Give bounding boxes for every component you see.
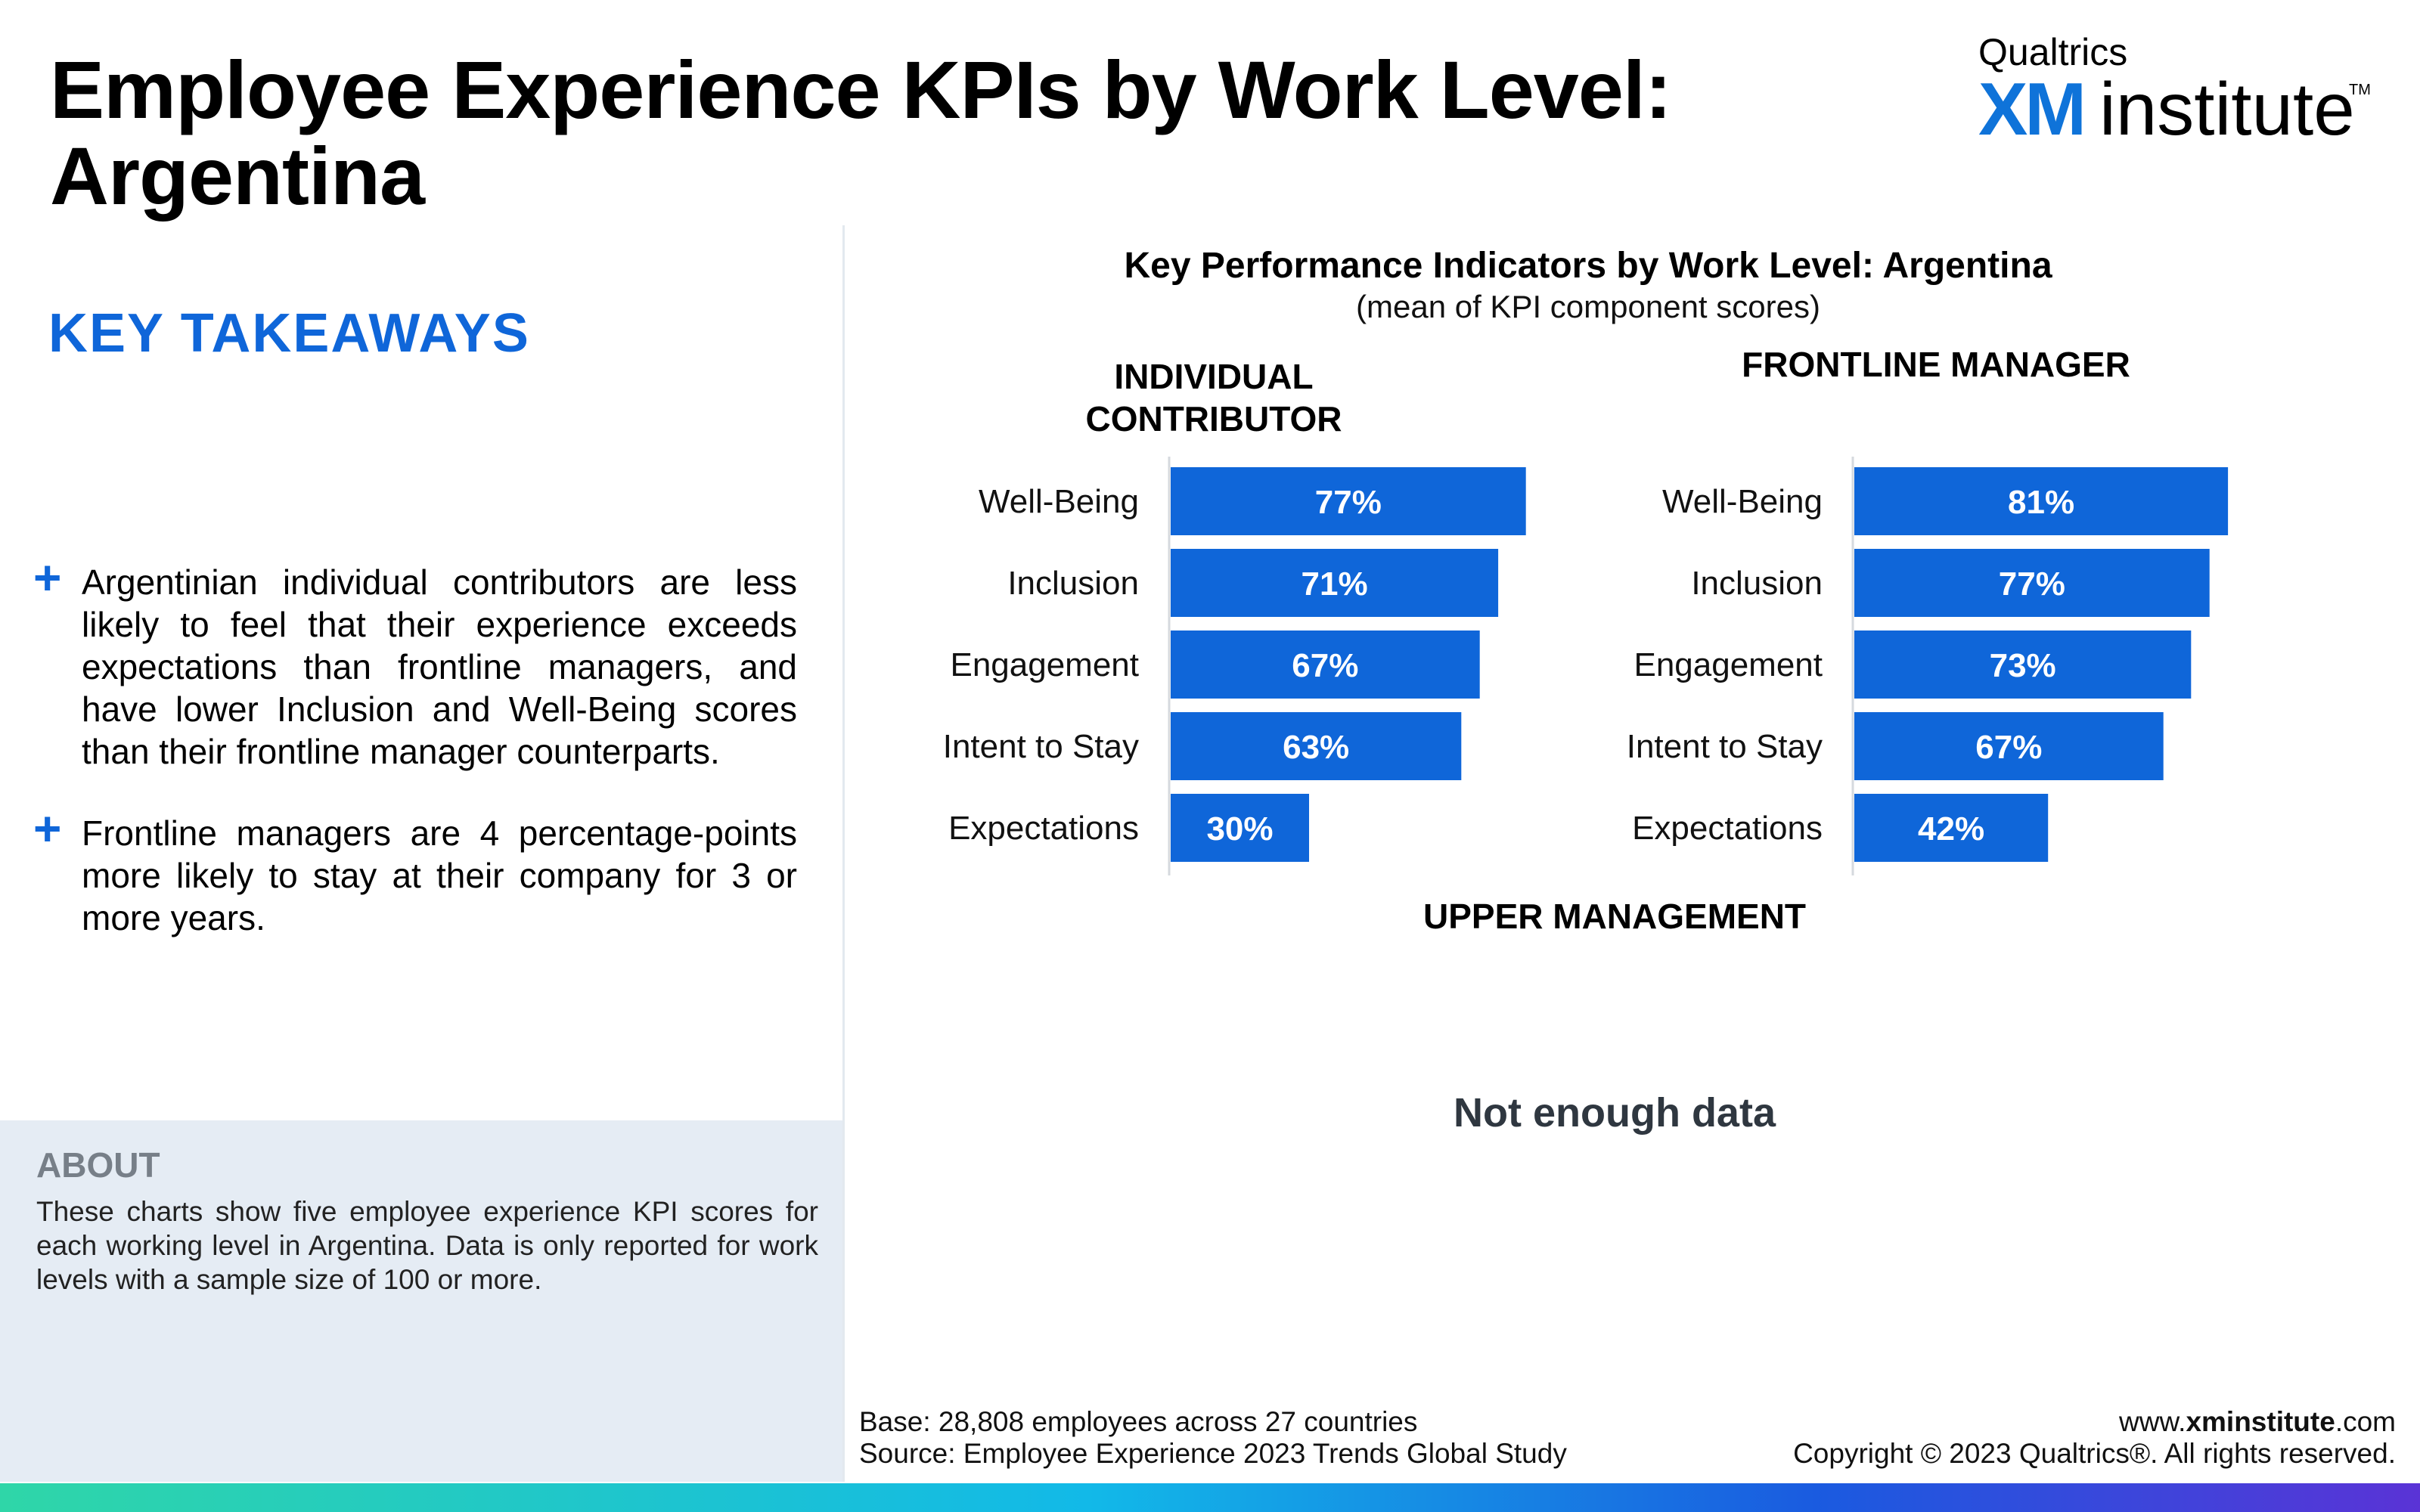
bar-inclusion — [1854, 549, 2210, 617]
vertical-divider — [842, 225, 845, 1482]
footer-gradient-bar — [0, 1483, 2420, 1512]
base-text: Base: 28,808 employees across 27 countri… — [859, 1406, 1418, 1437]
value-label: 77% — [1999, 565, 2065, 603]
value-label: 67% — [1292, 647, 1358, 684]
chart-title: Key Performance Indicators by Work Level… — [1124, 246, 2052, 286]
category-label: Intent to Stay — [1627, 728, 1823, 765]
panel-title-frontline-manager: FRONTLINE MANAGER — [1742, 345, 2130, 384]
chart-individual-contributor: Well-Being 77% Inclusion 71% Engagement 67% In… — [824, 457, 1581, 880]
chart-frontline-manager: Well-Being 81% Inclusion 77% Engagement 73% In… — [1508, 457, 2264, 880]
category-label: Engagement — [950, 646, 1139, 683]
url-prefix: www. — [2119, 1406, 2186, 1437]
panel-title-individual-contributor: INDIVIDUAL CONTRIBUTOR — [1085, 357, 1342, 438]
logo-brand: Qualtrics — [1978, 31, 2128, 73]
category-label: Inclusion — [1691, 565, 1823, 602]
bar-well-being — [1854, 467, 2229, 535]
logo-xm: XM — [1978, 67, 2086, 150]
bar-well-being — [1171, 467, 1526, 535]
takeaway-text: Argentinian individual contributors are … — [82, 562, 797, 771]
key-takeaways-heading: KEY TAKEAWAYS — [48, 303, 530, 364]
value-label: 77% — [1315, 484, 1382, 521]
value-label: 30% — [1206, 810, 1273, 847]
bar-inclusion — [1171, 549, 1499, 617]
bar-engagement — [1171, 631, 1480, 699]
category-label: Well-Being — [1662, 483, 1823, 520]
about-heading: ABOUT — [36, 1145, 160, 1185]
logo-trademark: TM — [2349, 82, 2371, 98]
xm-institute-logo: Qualtrics XM institute TM — [1978, 30, 2372, 151]
plus-icon: + — [33, 801, 62, 856]
page-title: Employee Experience KPIs by Work Level: … — [50, 44, 1672, 222]
website-link[interactable]: www.xminstitute.com — [1793, 1406, 2396, 1438]
bar-intent-to-stay — [1854, 712, 2164, 780]
category-label: Inclusion — [1007, 565, 1139, 602]
chart-subtitle: (mean of KPI component scores) — [1356, 289, 1820, 324]
url-suffix: .com — [2335, 1406, 2396, 1437]
bar-engagement — [1854, 631, 2192, 699]
category-label: Expectations — [1632, 810, 1823, 847]
about-panel — [0, 1120, 842, 1482]
takeaway-bullet: + Frontline managers are 4 percentage-po… — [33, 804, 797, 939]
footer-copyright: www.xminstitute.com Copyright © 2023 Qua… — [1793, 1406, 2396, 1470]
category-label: Intent to Stay — [943, 728, 1139, 765]
copyright-text: Copyright © 2023 Qualtrics®. All rights … — [1793, 1438, 2396, 1469]
category-label: Expectations — [948, 810, 1139, 847]
bar-intent-to-stay — [1171, 712, 1462, 780]
url-bold: xminstitute — [2186, 1406, 2335, 1437]
logo-institute: institute — [2099, 67, 2355, 150]
category-label: Well-Being — [979, 483, 1139, 520]
value-label: 67% — [1975, 729, 2042, 766]
source-text: Source: Employee Experience 2023 Trends … — [859, 1438, 1567, 1469]
panel-title-upper-management: UPPER MANAGEMENT — [1423, 897, 1807, 936]
plus-icon: + — [33, 550, 62, 605]
bar-expectations — [1854, 794, 2049, 862]
category-label: Engagement — [1634, 646, 1823, 683]
value-label: 73% — [1990, 647, 2056, 684]
takeaway-text: Frontline managers are 4 percentage-poin… — [82, 813, 797, 937]
footer-base: Base: 28,808 employees across 27 countri… — [859, 1406, 1567, 1470]
value-label: 63% — [1283, 729, 1349, 766]
bar-chart-individual-contributor: Well-Being 77% Inclusion 71% Engagement 67% In… — [943, 457, 1526, 875]
value-label: 71% — [1302, 565, 1368, 603]
value-label: 42% — [1918, 810, 1984, 847]
value-label: 81% — [2008, 484, 2074, 521]
upper-management-no-data: Not enough data — [1454, 1090, 1776, 1136]
about-text: These charts show five employee experien… — [36, 1196, 818, 1295]
bar-chart-frontline-manager: Well-Being 81% Inclusion 77% Engagement 73% In… — [1627, 457, 2229, 875]
bar-expectations — [1171, 794, 1309, 862]
takeaway-bullet: + Argentinian individual contributors ar… — [33, 553, 797, 773]
